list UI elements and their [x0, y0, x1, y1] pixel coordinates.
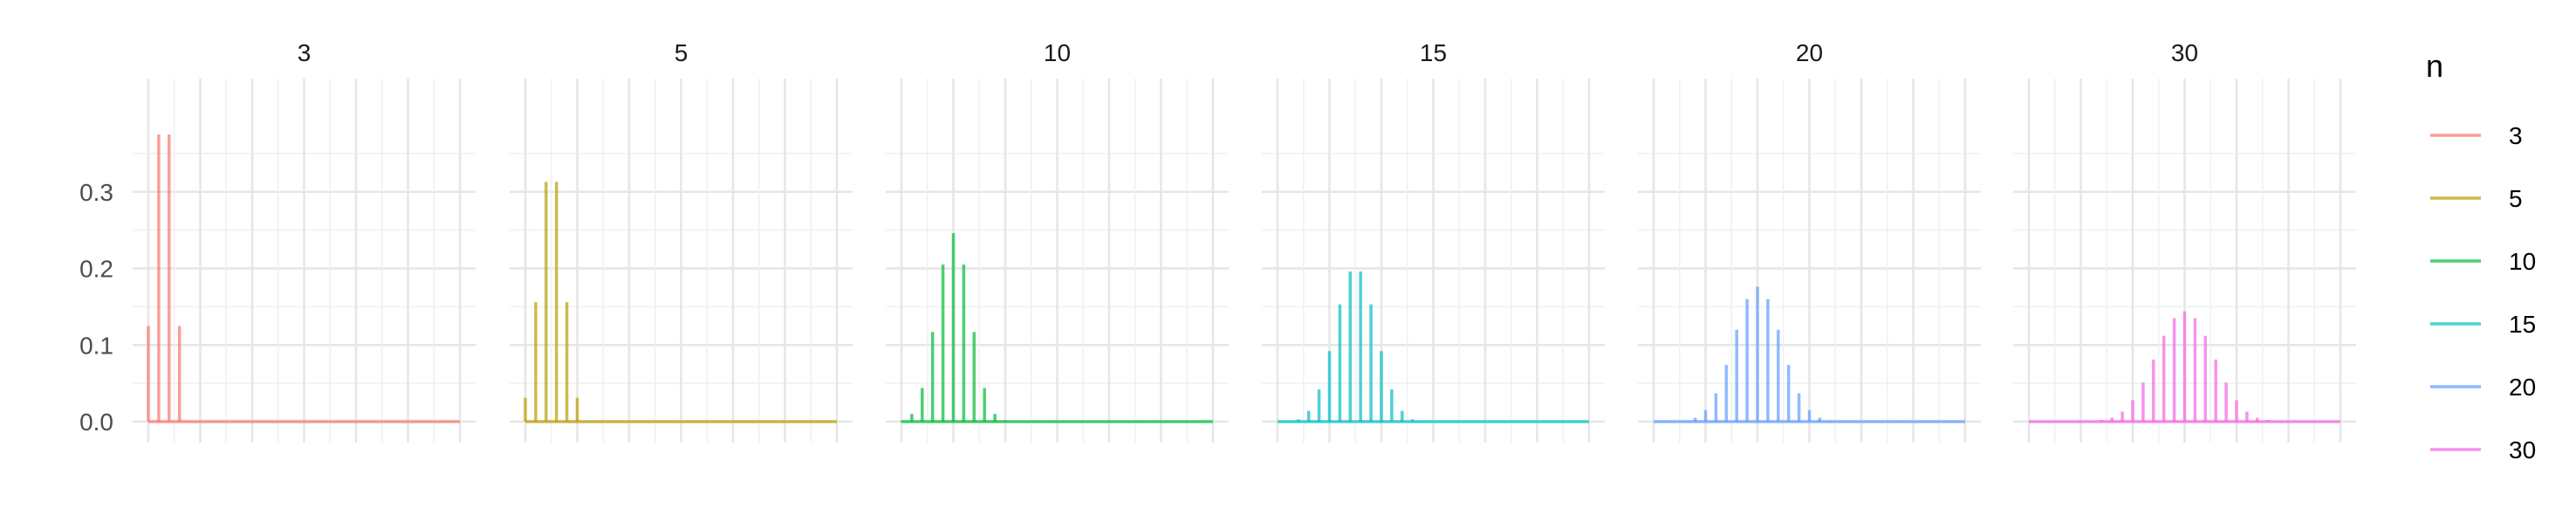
legend-title: n	[2426, 48, 2443, 84]
y-tick-label: 0.0	[79, 409, 113, 436]
y-tick-label: 0.2	[79, 256, 113, 283]
facet-panel-30: 30	[2013, 39, 2356, 443]
legend-entry-label: 5	[2509, 185, 2523, 212]
legend-entry-label: 20	[2509, 374, 2536, 401]
legend-entry-label: 10	[2509, 248, 2536, 275]
facet-strip-label: 15	[1420, 39, 1447, 66]
facet-strip-label: 10	[1044, 39, 1071, 66]
facet-strip-label: 30	[2171, 39, 2198, 66]
facet-strip-label: 3	[298, 39, 312, 66]
facet-strip-label: 20	[1796, 39, 1823, 66]
y-tick-label: 0.1	[79, 332, 113, 359]
y-axis: 0.0 0.1 0.2 0.3	[79, 179, 113, 436]
legend: n 3 5 10 15 20 30	[2426, 48, 2536, 464]
y-tick-label: 0.3	[79, 179, 113, 206]
facet-panel-10: 10	[886, 39, 1229, 443]
legend-entry-label: 30	[2509, 436, 2536, 464]
facet-strip-label: 5	[675, 39, 689, 66]
facet-panel-3: 3	[133, 39, 476, 443]
facet-panel-5: 5	[510, 39, 853, 443]
facet-panel-20: 20	[1638, 39, 1981, 443]
facet-panel-15: 15	[1262, 39, 1605, 443]
legend-entry-label: 15	[2509, 311, 2536, 338]
legend-entry-label: 3	[2509, 122, 2523, 149]
